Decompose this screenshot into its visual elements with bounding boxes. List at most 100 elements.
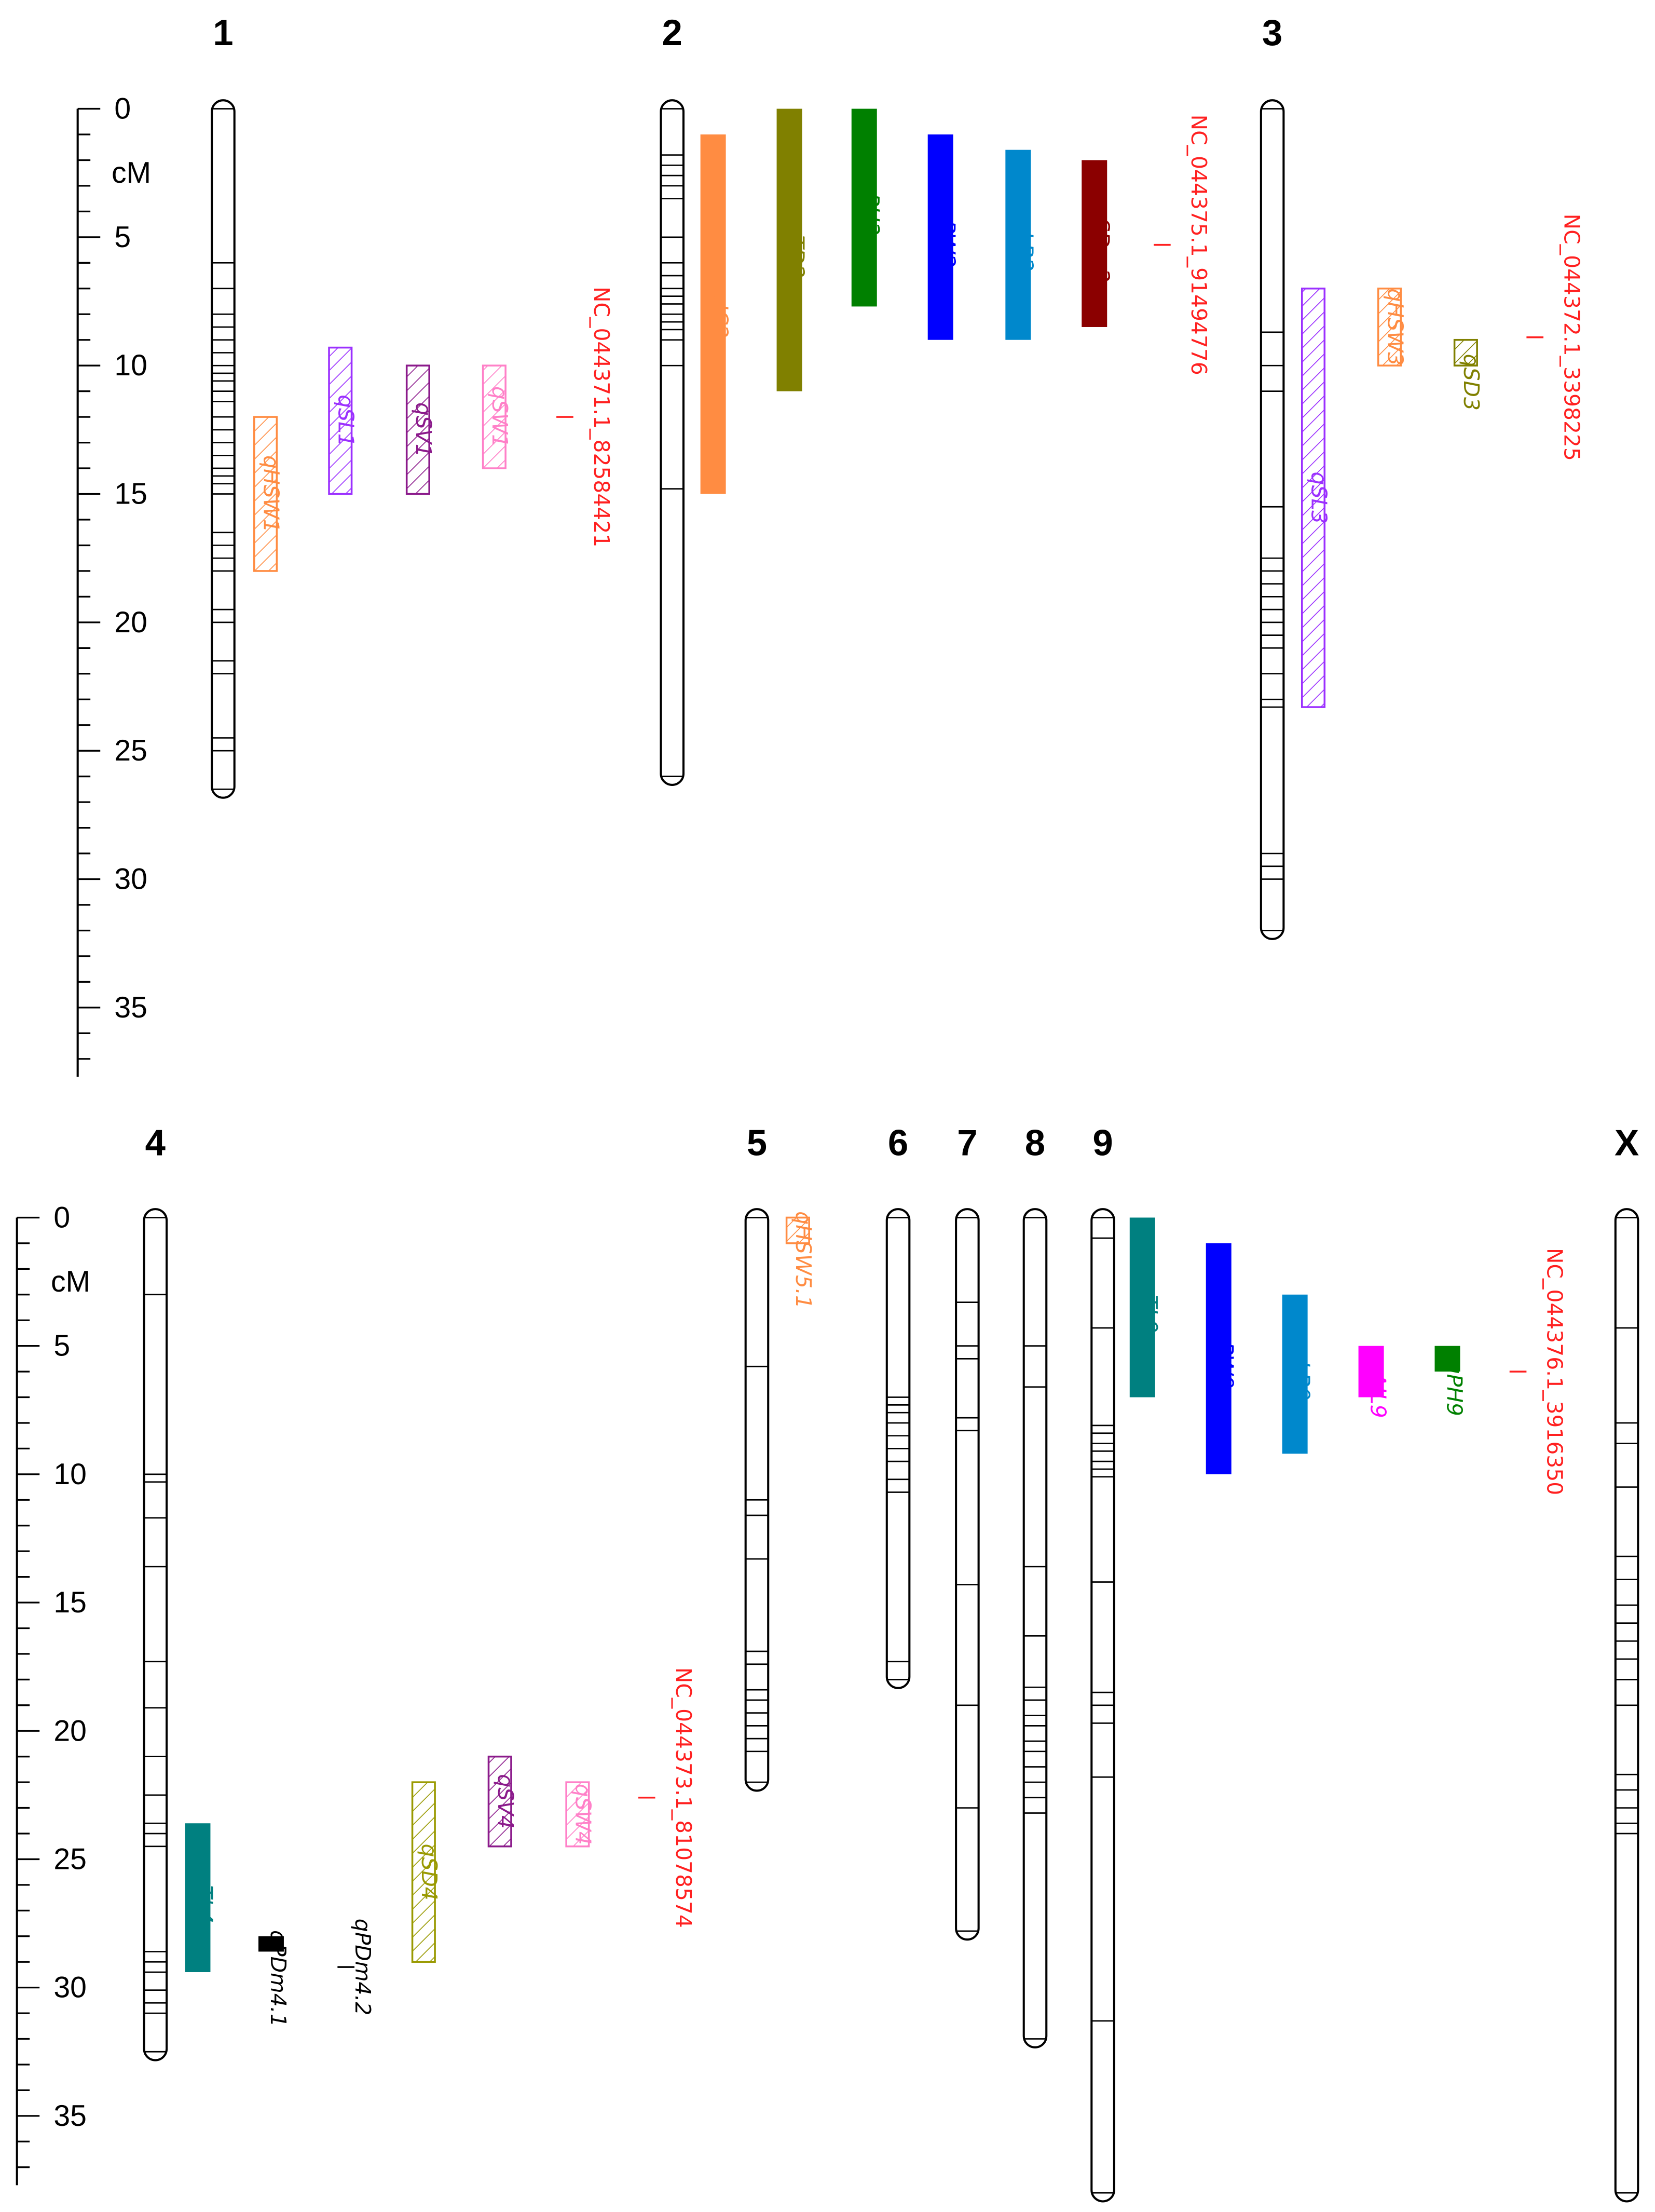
chromosome-name: 6 <box>888 1122 908 1163</box>
qtl-label: qLB9 <box>1290 1348 1315 1401</box>
axis-unit-label: cM <box>51 1265 90 1298</box>
panel-1: 0 5 10 15 20 25 30 35 cM 1 2 3 qHSW1 qSL1 qSV1 qSW1 NC_0… <box>76 12 1584 1077</box>
chromosome-3: 3 <box>1260 12 1285 940</box>
qtl-label: qPH2 <box>859 180 884 235</box>
snp-marker: NC_044372.1_3398225 <box>1526 214 1584 461</box>
qtl-label: qTL4 <box>192 1872 217 1924</box>
qtl-qIC2: qIC2 <box>700 134 733 494</box>
qtl-qSL3: qSL3 <box>1301 288 1331 708</box>
chromosome-1: 1 <box>211 12 236 799</box>
qtl-qPH2: qPH2 <box>851 108 884 307</box>
qtl-label: NC_044373.1_81078574 <box>671 1667 696 1928</box>
qtl-bar-hatched <box>328 346 353 495</box>
qtl-label: qAIL9 <box>1366 1359 1391 1418</box>
chromosome-name: 2 <box>662 12 682 53</box>
qtl-bar <box>1358 1346 1384 1397</box>
qtl-label: NC_044376.1_3916350 <box>1542 1248 1567 1495</box>
qtl-bar-hatched <box>1453 338 1478 367</box>
axis-tick-label: 20 <box>53 1714 87 1747</box>
qtl-qSV4: qSV4 <box>487 1755 518 1848</box>
qtl-qTD2: qTD2 <box>776 108 809 391</box>
chromosome-name: 5 <box>747 1122 767 1163</box>
qtl-qHSW5.1: qHSW5.1 <box>785 1211 816 1309</box>
qtl-bar-hatched <box>785 1216 810 1244</box>
qtl-label: qSL1 <box>334 395 359 446</box>
qtl-qAIL9: qAIL9 <box>1358 1346 1391 1418</box>
qtl-bar <box>1082 160 1107 327</box>
qtl-bar-hatched <box>1301 288 1326 708</box>
qtl-bar-hatched <box>411 1781 436 1963</box>
qtl-label: NC_044375.1_91494776 <box>1186 115 1211 375</box>
qtl-bar-hatched <box>565 1781 590 1848</box>
qtl-qSV1: qSV1 <box>405 364 436 495</box>
qtl-qSDm2: qSDm2 <box>1082 160 1114 327</box>
qtl-label: qPDm4.2 <box>350 1919 375 2016</box>
qtl-label: qSW4 <box>571 1784 596 1845</box>
chromosome-bar <box>1260 99 1285 940</box>
snp-marker: NC_044371.1_82584421 <box>556 287 614 547</box>
qtl-bar <box>1206 1243 1232 1474</box>
cm-axis: 0 5 10 15 20 25 30 35 cM <box>76 92 151 1077</box>
axis-unit-label: cM <box>112 156 151 189</box>
axis-tick-label: 30 <box>114 863 147 896</box>
qtl-bar-hatched <box>482 364 507 469</box>
axis-tick-label: 10 <box>114 349 147 382</box>
chromosome-6: 6 <box>885 1122 911 1689</box>
qtl-label: qSV4 <box>493 1774 518 1829</box>
axis-tick-label: 0 <box>53 1201 70 1234</box>
qtl-bar <box>1434 1346 1460 1372</box>
chromosome-bar <box>143 1208 168 2061</box>
qtl-qSD3: qSD3 <box>1453 338 1484 411</box>
qtl-qPH9: qPH9 <box>1434 1346 1467 1416</box>
qtl-bar <box>1005 150 1031 340</box>
axis-tick-label: 35 <box>114 991 147 1024</box>
qtl-bar-hatched <box>1377 288 1402 367</box>
snp-marker: NC_044373.1_81078574 <box>638 1667 696 1928</box>
qtl-bar <box>258 1936 284 1952</box>
qtl-bar-hatched <box>253 416 278 572</box>
qtl-bar <box>185 1823 211 1972</box>
chromosome-name: 4 <box>145 1122 166 1163</box>
qtl-label: qSV1 <box>411 402 436 457</box>
cm-axis: 0 5 10 15 20 25 30 35 cM <box>16 1201 90 2186</box>
qtl-bar <box>851 108 877 307</box>
axis-tick-label: 35 <box>53 2099 87 2133</box>
qtl-qHSW1: qHSW1 <box>253 416 283 572</box>
qtl-bar-hatched <box>487 1755 512 1848</box>
qtl-label: qTL9 <box>1137 1282 1162 1334</box>
chromosome-bar <box>1022 1208 1048 2048</box>
chromosome-4: 4 <box>143 1122 168 2061</box>
snp-marker: NC_044375.1_91494776 <box>1154 115 1211 375</box>
axis-tick-label: 15 <box>114 478 147 511</box>
qtl-qPW2: qPW2 <box>927 134 960 340</box>
qtl-bar-hatched <box>405 364 430 495</box>
qtl-qSL1: qSL1 <box>328 346 359 495</box>
axis-tick-label: 5 <box>114 221 131 254</box>
axis-tick-label: 5 <box>53 1329 70 1363</box>
qtl-bar <box>1282 1294 1308 1454</box>
qtl-label: qPW9 <box>1213 1328 1238 1389</box>
chromosome-bar <box>955 1208 980 1941</box>
qtl-label: qSD4 <box>417 1844 442 1901</box>
chromosome-name: X <box>1615 1122 1639 1163</box>
qtl-qHSW3: qHSW3 <box>1377 288 1407 367</box>
qtl-qLB2: qLB2 <box>1005 150 1037 340</box>
chromosome-name: 9 <box>1092 1122 1113 1163</box>
qtl-label: qLB2 <box>1013 218 1037 272</box>
qtl-label: qHSW5.1 <box>791 1211 816 1309</box>
chromosome-5: 5 <box>744 1122 770 1792</box>
qtl-label: qPW2 <box>935 207 960 267</box>
qtl-label: qIC2 <box>708 290 733 338</box>
qtl-qSW4: qSW4 <box>565 1781 596 1848</box>
qtl-qPDm4.1: qPDm4.1 <box>258 1930 291 2027</box>
axis-tick-label: 20 <box>114 606 147 639</box>
chromosome-7: 7 <box>955 1122 980 1941</box>
qtl-label: qSW1 <box>487 386 512 447</box>
qtl-label: qPDm4.1 <box>266 1930 291 2027</box>
chromosome-9: 9 <box>1090 1122 1115 2203</box>
axis-tick-label: 0 <box>114 92 131 126</box>
qtl-label: qSDm2 <box>1089 205 1114 282</box>
chromosome-bar <box>660 99 685 786</box>
